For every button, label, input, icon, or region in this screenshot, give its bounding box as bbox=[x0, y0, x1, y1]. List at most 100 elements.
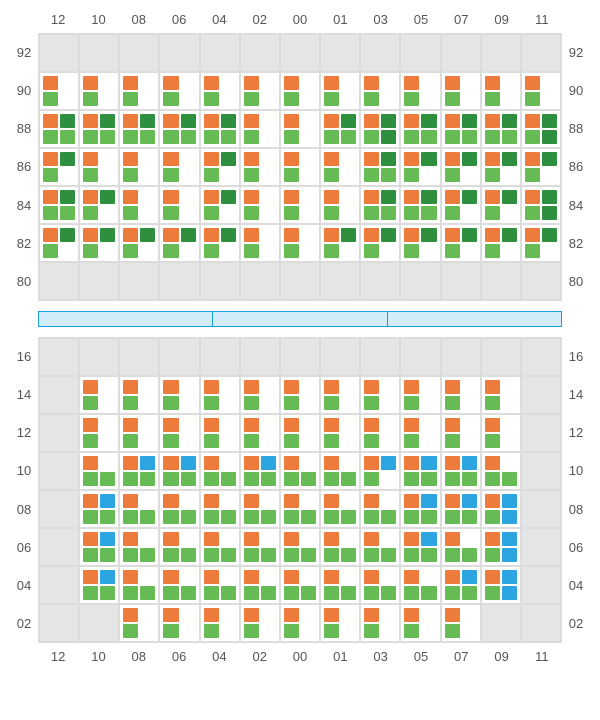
status-square bbox=[404, 570, 419, 584]
status-square bbox=[83, 380, 98, 394]
grid-cell bbox=[320, 490, 360, 528]
status-square bbox=[445, 168, 460, 182]
status-square bbox=[462, 456, 477, 470]
status-square bbox=[100, 396, 115, 410]
status-square bbox=[181, 494, 196, 508]
grid-cell bbox=[360, 338, 400, 376]
bottom-grid bbox=[38, 337, 562, 643]
status-square bbox=[462, 548, 477, 562]
grid-cell bbox=[280, 566, 320, 604]
status-square bbox=[100, 244, 115, 258]
status-square bbox=[324, 418, 339, 432]
status-square bbox=[123, 152, 138, 166]
grid-cell bbox=[119, 224, 159, 262]
status-square bbox=[123, 114, 138, 128]
status-square bbox=[163, 380, 178, 394]
status-square bbox=[60, 168, 75, 182]
status-square bbox=[462, 92, 477, 106]
grid-cell bbox=[159, 338, 199, 376]
status-square bbox=[404, 510, 419, 524]
status-square bbox=[502, 472, 517, 486]
status-square bbox=[83, 168, 98, 182]
status-square bbox=[100, 418, 115, 432]
axis-label: 07 bbox=[441, 6, 481, 33]
status-square bbox=[445, 472, 460, 486]
status-square bbox=[485, 418, 500, 432]
status-square bbox=[163, 228, 178, 242]
status-square bbox=[542, 228, 557, 242]
status-square bbox=[502, 228, 517, 242]
status-square bbox=[221, 494, 236, 508]
status-square bbox=[324, 206, 339, 220]
status-square bbox=[163, 456, 178, 470]
status-square bbox=[485, 494, 500, 508]
grid-cell bbox=[400, 186, 440, 224]
status-square bbox=[445, 380, 460, 394]
status-square bbox=[163, 472, 178, 486]
status-square bbox=[324, 456, 339, 470]
status-square bbox=[502, 244, 517, 258]
status-square bbox=[421, 114, 436, 128]
status-square bbox=[324, 114, 339, 128]
status-square bbox=[284, 76, 299, 90]
status-square bbox=[204, 114, 219, 128]
status-square bbox=[123, 244, 138, 258]
grid-cell bbox=[119, 490, 159, 528]
status-square bbox=[163, 624, 178, 638]
status-square bbox=[181, 92, 196, 106]
status-square bbox=[83, 190, 98, 204]
status-square bbox=[324, 396, 339, 410]
status-square bbox=[542, 206, 557, 220]
status-square bbox=[140, 434, 155, 448]
status-square bbox=[502, 380, 517, 394]
grid-cell bbox=[200, 528, 240, 566]
status-square bbox=[462, 472, 477, 486]
grid-cell bbox=[521, 414, 561, 452]
status-square bbox=[525, 190, 540, 204]
status-square bbox=[341, 548, 356, 562]
status-square bbox=[462, 434, 477, 448]
status-square bbox=[324, 494, 339, 508]
status-square bbox=[123, 608, 138, 622]
status-square bbox=[404, 586, 419, 600]
grid-cell bbox=[400, 72, 440, 110]
grid-cell bbox=[400, 528, 440, 566]
status-square bbox=[181, 206, 196, 220]
status-square bbox=[445, 152, 460, 166]
status-square bbox=[421, 494, 436, 508]
status-square bbox=[324, 624, 339, 638]
status-square bbox=[462, 396, 477, 410]
grid-cell bbox=[79, 110, 119, 148]
axis-label: 06 bbox=[10, 528, 38, 566]
status-square bbox=[123, 190, 138, 204]
status-square bbox=[462, 152, 477, 166]
status-square bbox=[204, 494, 219, 508]
status-square bbox=[284, 244, 299, 258]
grid-cell bbox=[159, 452, 199, 490]
grid-cell bbox=[521, 262, 561, 300]
status-square bbox=[301, 456, 316, 470]
status-square bbox=[421, 510, 436, 524]
status-square bbox=[284, 494, 299, 508]
status-square bbox=[261, 608, 276, 622]
status-square bbox=[221, 130, 236, 144]
axis-label: 88 bbox=[562, 110, 590, 148]
grid-cell bbox=[400, 490, 440, 528]
grid-cell bbox=[441, 528, 481, 566]
status-square bbox=[181, 624, 196, 638]
status-square bbox=[502, 510, 517, 524]
status-square bbox=[404, 380, 419, 394]
grid-cell bbox=[481, 224, 521, 262]
status-square bbox=[381, 434, 396, 448]
status-square bbox=[301, 586, 316, 600]
status-square bbox=[502, 76, 517, 90]
status-square bbox=[261, 418, 276, 432]
status-square bbox=[140, 472, 155, 486]
axis-label: 11 bbox=[522, 643, 562, 670]
status-square bbox=[261, 190, 276, 204]
status-square bbox=[221, 244, 236, 258]
status-square bbox=[181, 434, 196, 448]
grid-cell bbox=[360, 186, 400, 224]
grid-cell bbox=[39, 528, 79, 566]
axis-label: 82 bbox=[562, 224, 590, 262]
